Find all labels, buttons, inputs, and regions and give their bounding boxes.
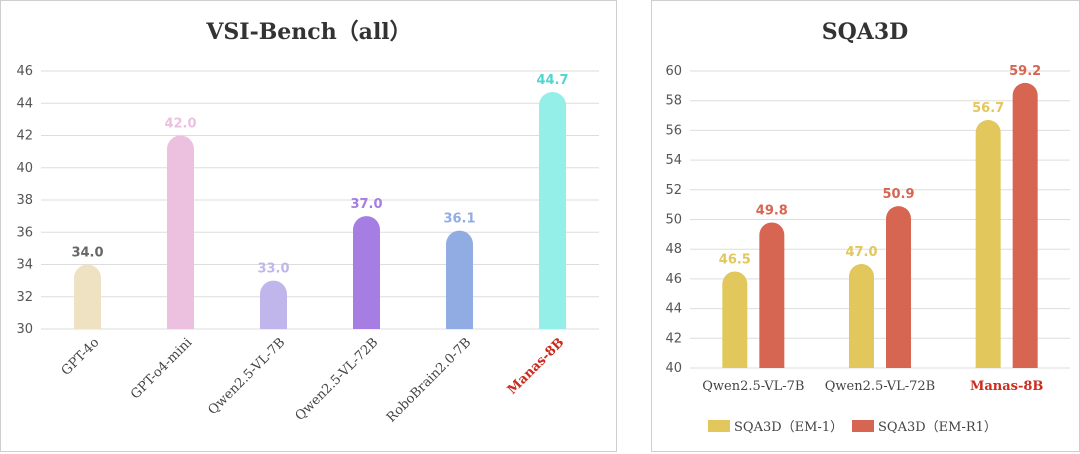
data-label: 44.7 (536, 73, 568, 88)
legend-swatch (852, 420, 874, 432)
data-label: 37.0 (350, 197, 382, 212)
data-label: 36.1 (443, 212, 475, 227)
y-tick-label: 46 (16, 64, 33, 79)
x-tick-label: Manas-8B (970, 379, 1043, 394)
y-tick-label: 36 (16, 225, 33, 240)
y-tick-label: 48 (665, 242, 682, 257)
bar (975, 120, 1001, 368)
sqa3d-chart: SQA3D 40 42 44 46 48 50 52 54 56 58 60 46.5 49.8 Qwen… (665, 19, 1070, 435)
sqa3d-chart-panel: SQA3D 40 42 44 46 48 50 52 54 56 58 60 46.5 49.8 Qwen… (651, 0, 1080, 452)
bar (722, 271, 748, 368)
legend-label: SQA3D（EM-1） (734, 420, 843, 435)
y-tick-label: 44 (665, 302, 682, 317)
y-tick-label: 58 (665, 94, 682, 109)
y-tick-label: 60 (665, 64, 682, 79)
sqa3d-title: SQA3D (822, 19, 909, 45)
y-tick-label: 56 (665, 123, 682, 138)
x-tick-label: Qwen2.5-VL-7B (205, 335, 288, 418)
y-tick-label: 42 (665, 331, 682, 346)
data-label: 47.0 (845, 245, 877, 260)
x-tick-label: GPT-4o (59, 335, 103, 379)
bar (759, 222, 785, 368)
y-tick-label: 34 (16, 258, 33, 273)
x-tick-label: Qwen2.5-VL-72B (825, 379, 935, 394)
vsi-bench-chart: VSI-Bench（all） 30 32 34 36 38 40 42 44 46 34.0 GPT… (16, 19, 599, 426)
data-label: 56.7 (972, 101, 1004, 116)
bar (849, 264, 874, 368)
bar (1012, 82, 1038, 368)
data-label: 33.0 (257, 262, 289, 277)
y-tick-label: 32 (16, 290, 33, 305)
x-tick-label: Qwen2.5-VL-7B (702, 379, 804, 394)
bar (446, 230, 473, 329)
y-tick-label: 40 (665, 361, 682, 376)
data-label: 49.8 (756, 203, 788, 218)
bar (260, 280, 287, 329)
legend-label: SQA3D（EM-R1） (878, 420, 997, 435)
bar (539, 91, 566, 330)
x-tick-label: Manas-8B (505, 335, 568, 398)
x-tick-label: Qwen2.5-VL-72B (293, 335, 382, 424)
data-label: 59.2 (1009, 64, 1041, 79)
x-tick-label: RoboBrain2.0-7B (384, 335, 474, 425)
bar (74, 264, 101, 329)
legend-swatch (708, 420, 730, 432)
data-label: 46.5 (719, 252, 751, 267)
data-label: 34.0 (71, 246, 103, 261)
vsi-bench-chart-panel: VSI-Bench（all） 30 32 34 36 38 40 42 44 46 34.0 GPT… (0, 0, 617, 452)
data-label: 42.0 (164, 117, 196, 132)
y-tick-label: 54 (665, 153, 682, 168)
y-tick-label: 40 (16, 161, 33, 176)
data-label: 50.9 (882, 187, 914, 202)
vsi-bench-title: VSI-Bench（all） (205, 19, 411, 45)
y-tick-label: 52 (665, 183, 682, 198)
y-tick-label: 46 (665, 272, 682, 287)
y-tick-label: 30 (16, 322, 33, 337)
y-tick-label: 42 (16, 129, 33, 144)
y-tick-label: 38 (16, 193, 33, 208)
y-tick-label: 44 (16, 96, 33, 111)
bar (167, 135, 194, 329)
y-tick-label: 50 (665, 213, 682, 228)
x-tick-label: GPT-o4-mini (128, 335, 195, 402)
bar (353, 216, 380, 329)
bar (886, 206, 911, 368)
